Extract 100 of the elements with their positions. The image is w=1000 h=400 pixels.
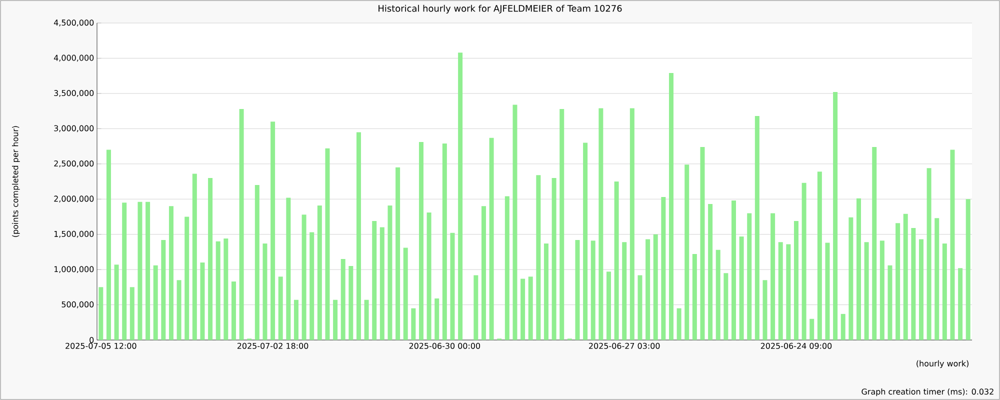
bar: [747, 213, 752, 340]
bar: [403, 248, 408, 340]
bar: [598, 108, 604, 340]
bar: [122, 202, 127, 340]
bar: [340, 258, 346, 340]
bar: [716, 250, 720, 340]
bar: [481, 206, 486, 340]
bar: [372, 220, 377, 340]
bar: [934, 218, 940, 340]
bar: [458, 52, 463, 340]
bar: [168, 206, 174, 340]
bar: [630, 108, 634, 340]
bar: [388, 205, 392, 340]
bar: [668, 73, 674, 340]
bar: [825, 242, 830, 340]
bar: [161, 240, 166, 340]
bar: [474, 275, 478, 340]
bar: [966, 199, 970, 340]
bar: [810, 318, 814, 340]
bar: [848, 217, 854, 340]
bar: [896, 223, 900, 340]
bar: [254, 185, 260, 340]
bar: [684, 164, 690, 340]
bar: [888, 265, 892, 340]
bar: [270, 122, 276, 340]
bar: [840, 314, 846, 340]
bar: [614, 182, 619, 340]
bar: [708, 204, 713, 340]
bar: [802, 182, 806, 340]
bar: [786, 244, 791, 340]
bar: [794, 220, 798, 340]
bar: [606, 272, 611, 340]
bar: [778, 242, 783, 340]
bar: [146, 202, 150, 340]
bar: [552, 178, 556, 340]
bar: [872, 146, 877, 340]
bar: [138, 202, 142, 340]
bar: [278, 276, 283, 340]
bar: [700, 146, 705, 340]
bar: [770, 213, 776, 340]
bar: [544, 243, 548, 340]
bar: [676, 308, 682, 340]
bar: [286, 198, 291, 340]
bar: [294, 300, 298, 340]
bar: [575, 240, 580, 340]
bar: [411, 308, 416, 340]
bar: [200, 262, 205, 340]
bar: [950, 150, 955, 340]
bar: [231, 282, 236, 340]
bar: [864, 242, 869, 340]
bar: [130, 287, 134, 340]
bar: [918, 239, 924, 340]
bar: [833, 92, 838, 340]
bar: [302, 214, 306, 340]
bar: [512, 104, 518, 340]
bar: [692, 254, 697, 340]
bar: [434, 298, 440, 340]
bar: [903, 214, 908, 340]
bar: [442, 143, 447, 340]
bar: [176, 280, 182, 340]
bar: [590, 240, 596, 340]
bar: [325, 148, 330, 340]
bar: [310, 232, 314, 340]
bar: [380, 227, 384, 340]
bar: [762, 280, 768, 340]
bar: [817, 172, 822, 340]
bar: [638, 275, 642, 340]
bar: [184, 216, 190, 340]
bar: [239, 108, 244, 340]
bar: [106, 150, 111, 340]
bar: [333, 300, 338, 340]
bar: [450, 232, 455, 340]
bar: [262, 243, 268, 340]
bar: [520, 278, 526, 340]
bar: [504, 196, 510, 340]
bar: [583, 142, 588, 340]
bar: [911, 228, 916, 340]
bar: [216, 241, 220, 340]
bar: [418, 142, 424, 340]
bar: [98, 287, 104, 340]
bar: [653, 234, 658, 340]
chart-title: Historical hourly work for AJFELDMEIER of Team 10276: [378, 4, 622, 14]
bar: [356, 132, 361, 340]
bar: [153, 265, 158, 340]
bar: [958, 268, 963, 340]
bar: [224, 238, 228, 340]
bar: [856, 198, 861, 340]
bar: [114, 264, 119, 340]
bar: [880, 240, 884, 340]
bar: [192, 174, 197, 340]
bar: [754, 116, 760, 340]
bar: [560, 108, 564, 340]
bar: [661, 196, 666, 340]
bar: [724, 273, 728, 340]
bar: [926, 168, 932, 340]
bar: [426, 212, 432, 340]
bar: [317, 205, 322, 340]
bar: [942, 243, 947, 340]
bar: [739, 236, 744, 340]
bar: [396, 167, 400, 340]
